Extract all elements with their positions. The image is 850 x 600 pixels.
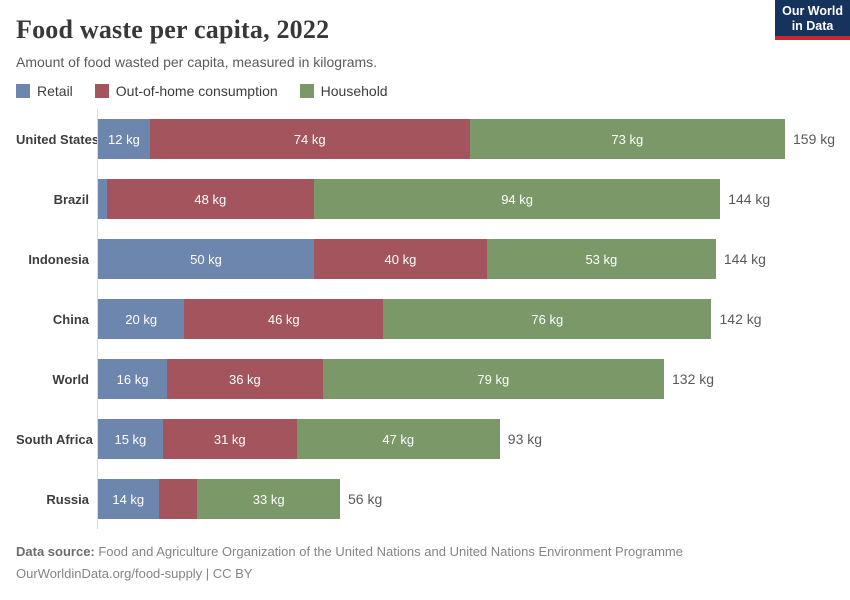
chart-row: Brazil 48 kg 94 kg 144 kg — [16, 169, 834, 230]
segment-value-label: 31 kg — [213, 431, 246, 447]
category-label: World — [52, 371, 89, 387]
category-label: China — [52, 311, 89, 327]
legend: Retail Out-of-home consumption Household — [16, 83, 834, 99]
total-label: 132 kg — [672, 371, 715, 388]
stacked-bar: 16 kg 36 kg 79 kg — [98, 359, 664, 400]
bar-track: 16 kg 36 kg 79 kg 132 kg — [97, 349, 834, 410]
legend-item-retail[interactable]: Retail — [16, 83, 73, 99]
bar-segment-household[interactable]: 76 kg — [383, 299, 712, 340]
legend-item-household[interactable]: Household — [299, 83, 388, 100]
legend-swatch-household — [299, 84, 314, 99]
category-label: Russia — [46, 491, 89, 507]
header: Our World in Data Food waste per capita,… — [16, 0, 850, 71]
segment-value-label: 15 kg — [114, 431, 147, 447]
chart-row: Indonesia 50 kg 40 kg 53 kg 144 kg — [16, 229, 834, 290]
stacked-bar: 15 kg 31 kg 47 kg — [98, 419, 500, 460]
bar-segment-out-of-home-consumption[interactable] — [158, 479, 198, 520]
citation-line: OurWorldinData.org/food-supply | CC BY — [16, 565, 253, 581]
bar-segment-retail[interactable]: 12 kg — [98, 119, 150, 160]
owid-logo-line1: Our World — [782, 4, 843, 18]
bar-segment-retail[interactable]: 16 kg — [98, 359, 168, 400]
page-subtitle: Amount of food wasted per capita, measur… — [16, 54, 378, 71]
total-label: 93 kg — [507, 431, 543, 448]
bar-segment-household[interactable]: 73 kg — [469, 119, 785, 160]
segment-value-label: 79 kg — [477, 371, 510, 387]
page-title: Food waste per capita, 2022 — [16, 15, 330, 44]
bar-segment-household[interactable]: 79 kg — [322, 359, 664, 400]
stacked-bar: 48 kg 94 kg — [98, 179, 721, 220]
category-label: Brazil — [53, 191, 89, 207]
bar-segment-retail[interactable]: 14 kg — [98, 479, 159, 520]
segment-value-label: 14 kg — [112, 491, 145, 507]
bar-segment-retail[interactable]: 20 kg — [98, 299, 185, 340]
legend-swatch-out-of-home-consumption — [94, 84, 109, 99]
segment-value-label: 53 kg — [585, 251, 618, 267]
bar-track: 12 kg 74 kg 73 kg 159 kg — [97, 109, 836, 170]
legend-label: Household — [320, 83, 388, 100]
category-label: United States — [16, 131, 100, 147]
owid-logo-line2: in Data — [791, 19, 834, 33]
bar-segment-out-of-home-consumption[interactable]: 48 kg — [106, 179, 315, 220]
total-label: 56 kg — [348, 491, 383, 508]
segment-value-label: 46 kg — [267, 311, 300, 327]
segment-value-label: 47 kg — [382, 431, 415, 447]
segment-value-label: 74 kg — [293, 131, 326, 147]
bar-segment-household[interactable]: 33 kg — [197, 479, 340, 520]
bar-segment-out-of-home-consumption[interactable]: 36 kg — [167, 359, 323, 400]
data-source-line: Data source: Food and Agriculture Organi… — [16, 541, 834, 562]
bar-segment-out-of-home-consumption[interactable]: 31 kg — [162, 419, 297, 460]
legend-item-out-of-home-consumption[interactable]: Out-of-home consumption — [94, 83, 278, 100]
chart-row: World 16 kg 36 kg 79 kg 132 kg — [16, 349, 834, 410]
bar-segment-out-of-home-consumption[interactable]: 46 kg — [184, 299, 384, 340]
chart-row: China 20 kg 46 kg 76 kg 142 kg — [16, 289, 834, 350]
total-label: 159 kg — [793, 131, 836, 148]
data-source-label: Data source: — [16, 544, 95, 560]
bar-track: 14 kg 33 kg 56 kg — [97, 469, 834, 530]
segment-value-label: 33 kg — [252, 491, 285, 507]
total-label: 142 kg — [719, 311, 762, 328]
legend-label: Retail — [37, 83, 73, 100]
bar-segment-retail[interactable]: 50 kg — [98, 239, 315, 280]
chart-row: Russia 14 kg 33 kg 56 kg — [16, 469, 834, 530]
segment-value-label: 12 kg — [108, 131, 140, 147]
stacked-bar: 50 kg 40 kg 53 kg — [98, 239, 716, 280]
chart-row: South Africa 15 kg 31 kg 47 kg 93 kg — [16, 409, 834, 470]
data-source-text: Food and Agriculture Organization of the… — [94, 544, 683, 560]
bar-track: 50 kg 40 kg 53 kg 144 kg — [97, 229, 834, 290]
bar-segment-retail[interactable]: 15 kg — [98, 419, 163, 460]
stacked-bar: 20 kg 46 kg 76 kg — [98, 299, 712, 340]
chart-page: Our World in Data Food waste per capita,… — [16, 0, 850, 584]
bar-segment-household[interactable]: 53 kg — [486, 239, 716, 280]
segment-value-label: 94 kg — [501, 191, 533, 207]
owid-logo[interactable]: Our World in Data — [775, 0, 850, 40]
segment-value-label: 48 kg — [194, 191, 227, 207]
legend-label: Out-of-home consumption — [115, 83, 278, 100]
bar-segment-out-of-home-consumption[interactable]: 74 kg — [149, 119, 470, 160]
stacked-bar: 14 kg 33 kg — [98, 479, 340, 520]
segment-value-label: 20 kg — [125, 311, 158, 327]
segment-value-label: 50 kg — [190, 251, 222, 267]
category-label: Indonesia — [28, 251, 89, 267]
segment-value-label: 36 kg — [228, 371, 261, 387]
segment-value-label: 16 kg — [116, 371, 149, 387]
bar-segment-household[interactable]: 47 kg — [296, 419, 500, 460]
legend-swatch-retail — [16, 84, 30, 99]
chart-rows: United States 12 kg 74 kg 73 kg 159 kg Brazil… — [16, 109, 836, 530]
chart-row: United States 12 kg 74 kg 73 kg 159 kg — [16, 109, 836, 170]
bar-segment-retail[interactable] — [98, 179, 107, 220]
bar-track: 48 kg 94 kg 144 kg — [97, 169, 834, 230]
total-label: 144 kg — [723, 251, 766, 268]
stacked-bar: 12 kg 74 kg 73 kg — [98, 119, 785, 160]
total-label: 144 kg — [728, 191, 771, 208]
footer: Data source: Food and Agriculture Organi… — [16, 541, 834, 584]
segment-value-label: 40 kg — [384, 251, 417, 267]
bar-track: 20 kg 46 kg 76 kg 142 kg — [97, 289, 834, 350]
segment-value-label: 73 kg — [611, 131, 644, 147]
segment-value-label: 76 kg — [531, 311, 564, 327]
bar-track: 15 kg 31 kg 47 kg 93 kg — [97, 409, 834, 470]
bar-segment-household[interactable]: 94 kg — [314, 179, 721, 220]
category-label: South Africa — [16, 431, 93, 447]
bar-segment-out-of-home-consumption[interactable]: 40 kg — [314, 239, 487, 280]
